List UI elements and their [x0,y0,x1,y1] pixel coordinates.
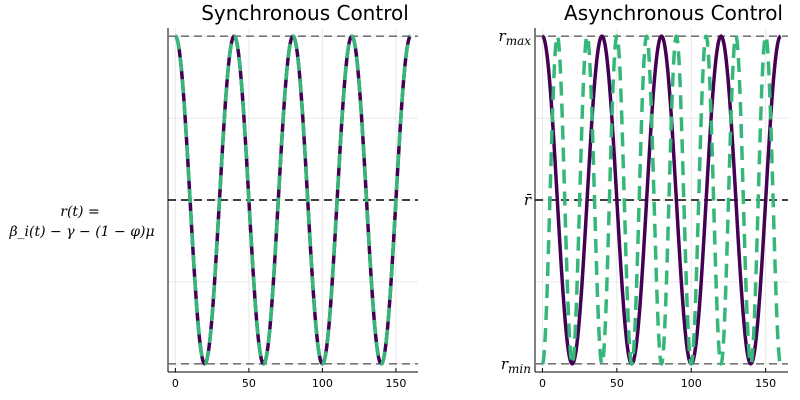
y-axis-label-line-2: β_i(t) − γ − (1 − φ)μ [8,224,154,240]
y-tick-label: rmin [501,355,531,376]
x-tick-label: 0 [172,377,179,390]
chart-title: Synchronous Control [201,1,409,25]
y-tick-label: rmax [499,27,532,48]
x-tick-label: 50 [610,377,624,390]
x-tick-label: 50 [242,377,256,390]
series-line-2 [541,34,782,366]
chart-title: Asynchronous Control [564,1,783,25]
x-tick-label: 100 [312,377,333,390]
series-line-1 [541,34,782,366]
y-axis-label: r(t) = β_i(t) − γ − (1 − φ)μ [8,204,154,240]
panel-synchronous: 0 50 100 150 Synchronous Control [167,1,418,390]
x-tick-label: 150 [385,377,406,390]
y-tick-label: r̄ [524,191,532,209]
x-tick-label: 0 [539,377,546,390]
x-tick-label: 100 [681,377,702,390]
panel-asynchronous: 0 50 100 150 rmax r̄ rmin Asynchronous Control [499,1,788,390]
series-line-2 [173,34,413,366]
y-axis-label-line-1: r(t) = [60,204,99,220]
x-tick-label: 150 [755,377,776,390]
